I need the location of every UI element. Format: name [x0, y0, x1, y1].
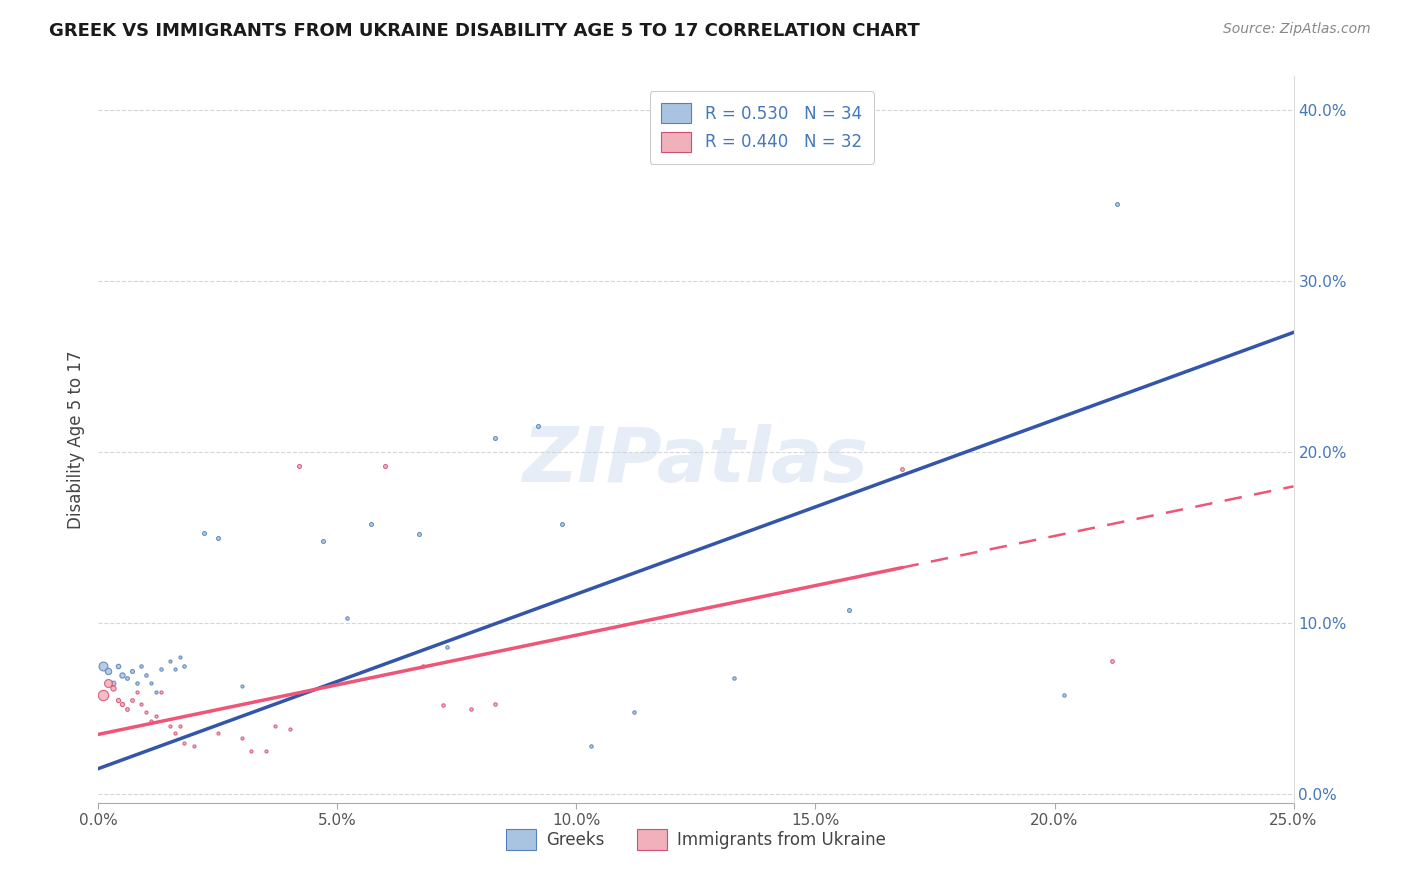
- Point: [207, 531, 229, 545]
- Point: [412, 659, 434, 673]
- Point: [173, 659, 195, 673]
- Point: [1101, 654, 1123, 668]
- Point: [97, 676, 120, 690]
- Point: [125, 676, 148, 690]
- Point: [183, 739, 205, 754]
- Point: [312, 534, 335, 549]
- Point: [579, 739, 602, 754]
- Point: [139, 714, 162, 728]
- Point: [91, 659, 114, 673]
- Point: [436, 640, 458, 654]
- Point: [231, 680, 253, 694]
- Point: [838, 602, 860, 616]
- Point: [121, 664, 143, 678]
- Point: [723, 671, 745, 685]
- Point: [484, 697, 506, 711]
- Point: [193, 525, 215, 540]
- Point: [91, 688, 114, 702]
- Point: [159, 719, 181, 733]
- Point: [131, 697, 153, 711]
- Point: [139, 676, 162, 690]
- Point: [254, 744, 277, 758]
- Point: [240, 744, 263, 758]
- Point: [336, 611, 359, 625]
- Point: [101, 676, 124, 690]
- Point: [101, 681, 124, 696]
- Point: [408, 527, 430, 541]
- Point: [135, 667, 157, 681]
- Point: [890, 462, 912, 476]
- Point: [163, 662, 186, 676]
- Point: [149, 684, 172, 698]
- Point: [111, 667, 134, 681]
- Legend: Greeks, Immigrants from Ukraine: Greeks, Immigrants from Ukraine: [499, 822, 893, 856]
- Point: [173, 736, 195, 750]
- Point: [169, 650, 191, 665]
- Text: GREEK VS IMMIGRANTS FROM UKRAINE DISABILITY AGE 5 TO 17 CORRELATION CHART: GREEK VS IMMIGRANTS FROM UKRAINE DISABIL…: [49, 22, 920, 40]
- Y-axis label: Disability Age 5 to 17: Disability Age 5 to 17: [66, 350, 84, 529]
- Point: [374, 458, 396, 473]
- Point: [131, 659, 153, 673]
- Point: [484, 432, 506, 446]
- Point: [623, 705, 645, 719]
- Point: [125, 684, 148, 698]
- Point: [97, 664, 120, 678]
- Point: [145, 708, 167, 723]
- Text: ZIPatlas: ZIPatlas: [523, 424, 869, 498]
- Point: [115, 671, 138, 685]
- Point: [145, 684, 167, 698]
- Point: [107, 659, 129, 673]
- Point: [231, 731, 253, 745]
- Point: [169, 719, 191, 733]
- Point: [149, 662, 172, 676]
- Point: [111, 697, 134, 711]
- Point: [207, 725, 229, 739]
- Point: [264, 719, 287, 733]
- Point: [360, 516, 382, 531]
- Point: [159, 654, 181, 668]
- Point: [115, 702, 138, 716]
- Point: [432, 698, 454, 713]
- Point: [163, 725, 186, 739]
- Point: [460, 702, 482, 716]
- Point: [288, 458, 311, 473]
- Point: [121, 693, 143, 707]
- Point: [551, 516, 574, 531]
- Point: [527, 419, 550, 434]
- Point: [135, 705, 157, 719]
- Point: [278, 723, 301, 737]
- Point: [1105, 197, 1128, 211]
- Text: Source: ZipAtlas.com: Source: ZipAtlas.com: [1223, 22, 1371, 37]
- Point: [1053, 688, 1076, 702]
- Point: [107, 693, 129, 707]
